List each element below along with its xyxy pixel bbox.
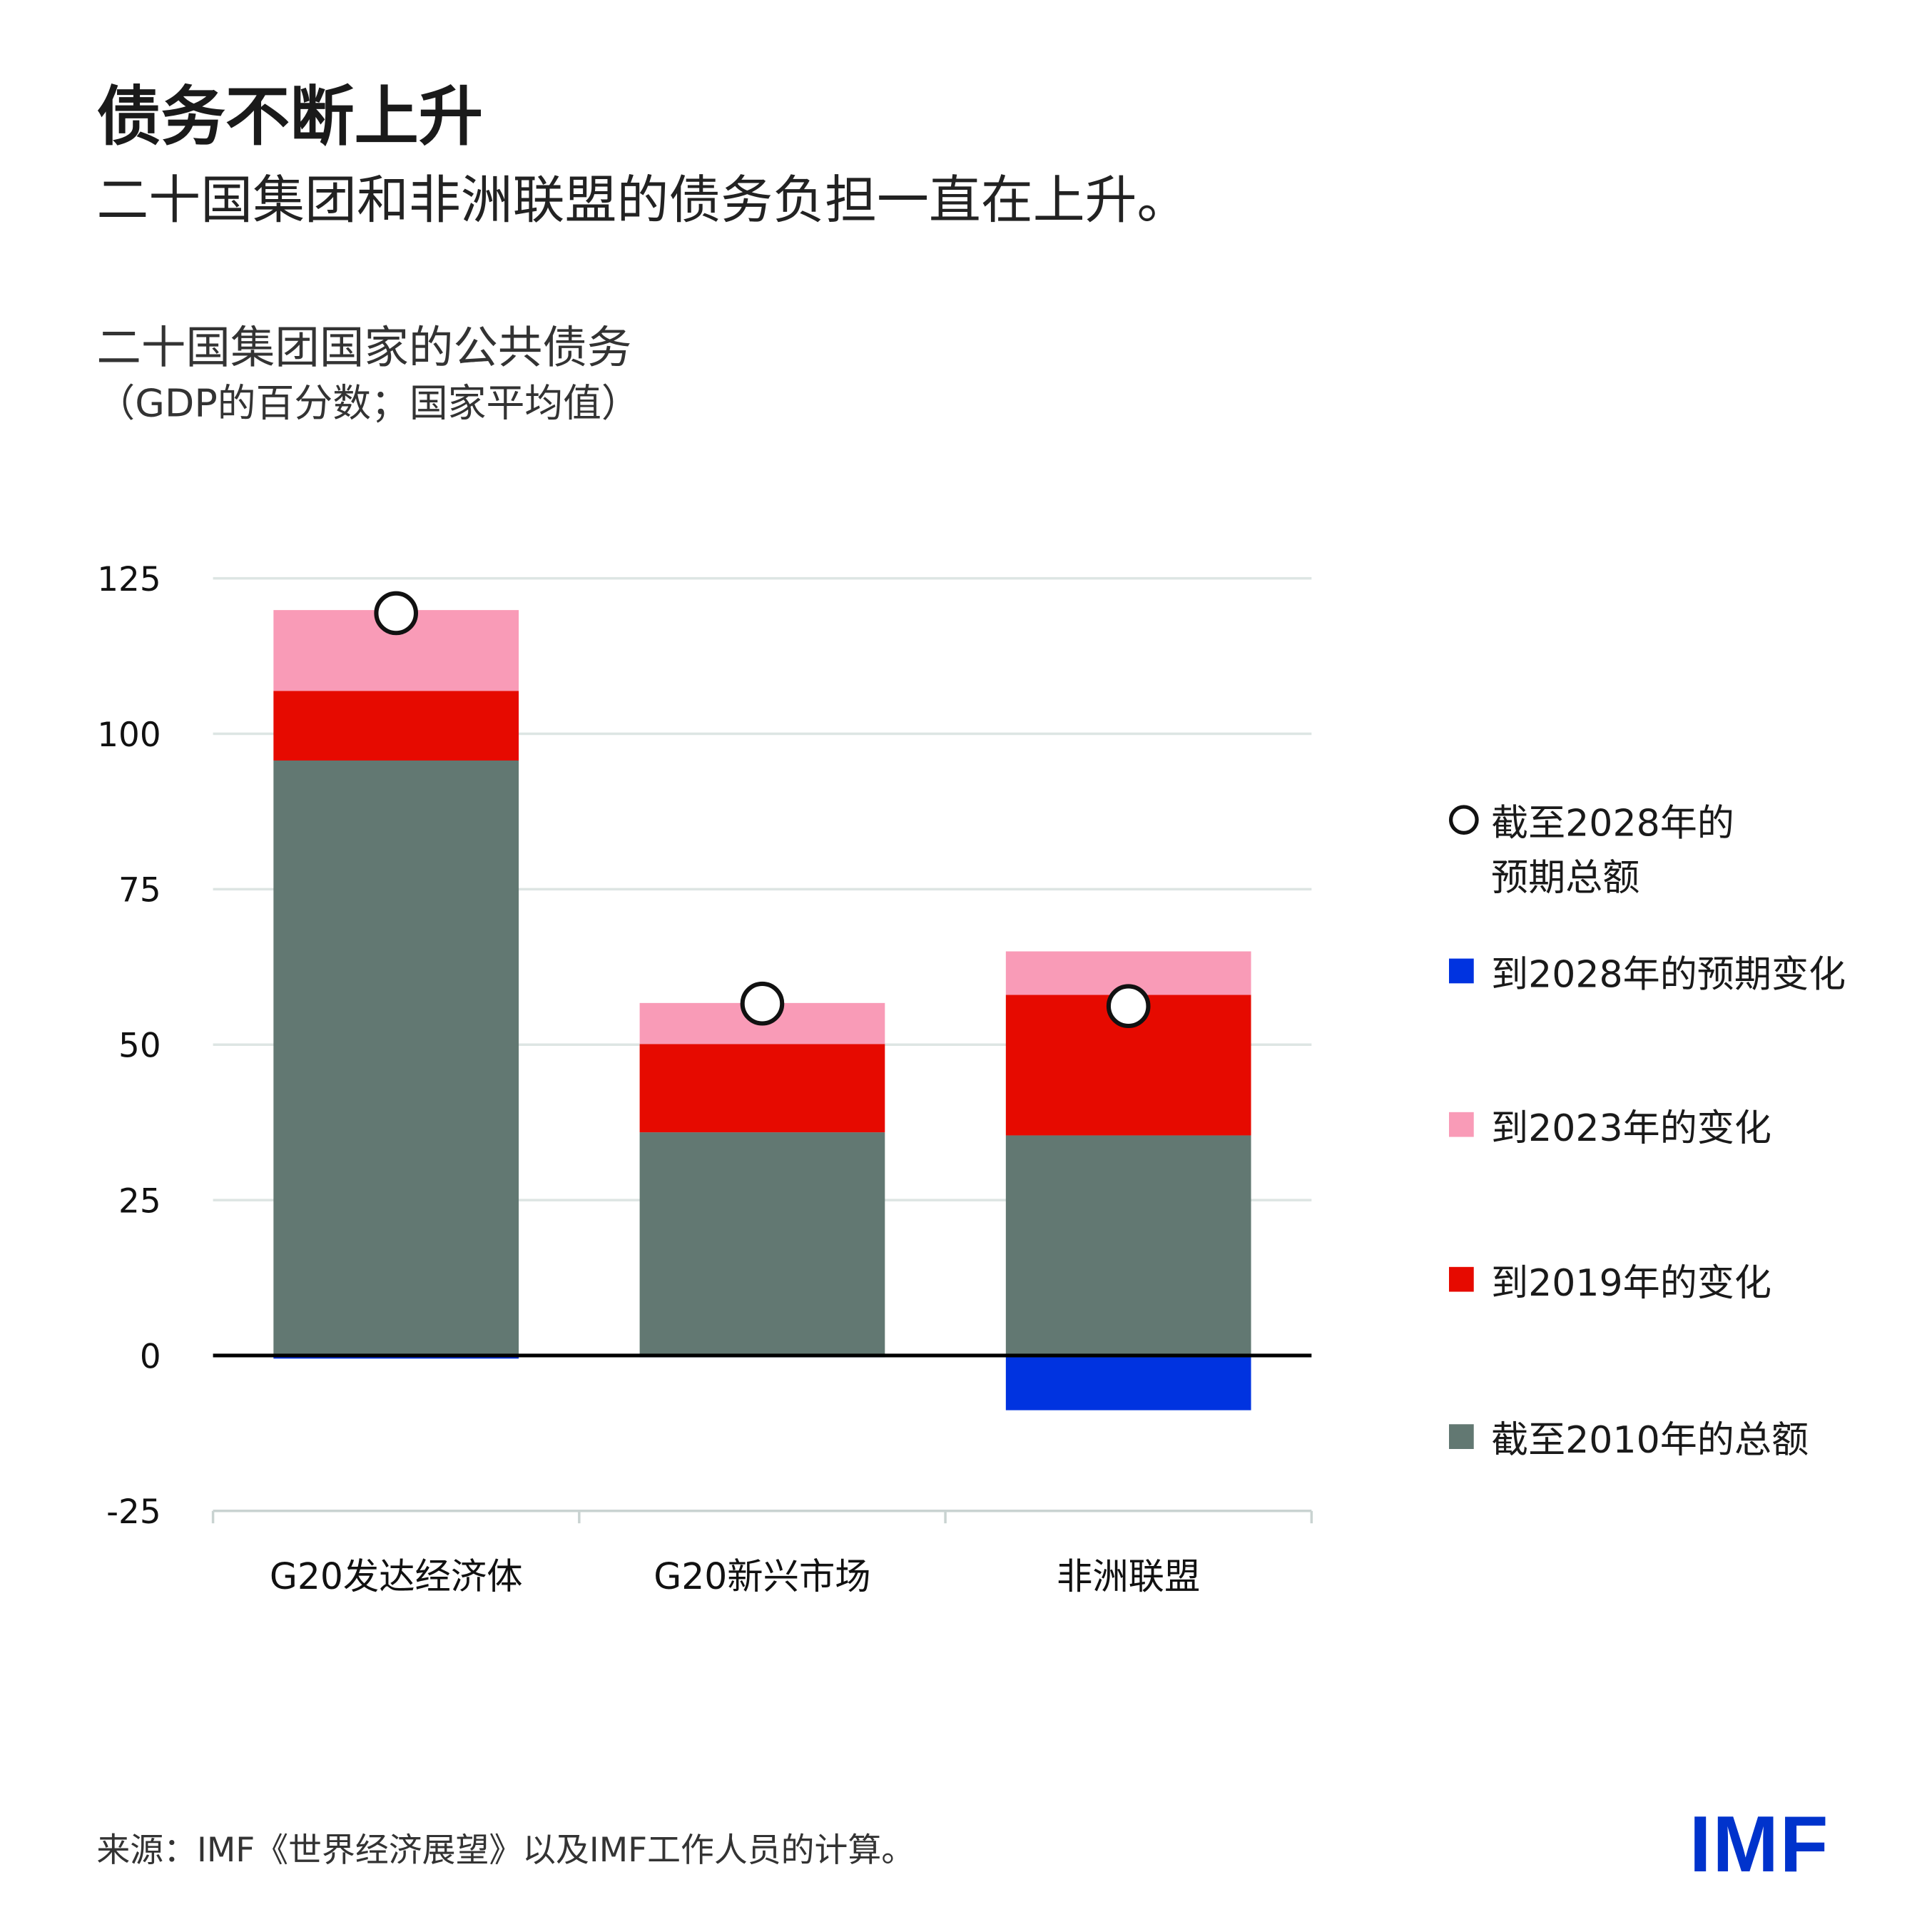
- legend-label: 截至2010年的总额: [1491, 1419, 1809, 1463]
- y-tick-label: 50: [118, 1027, 161, 1066]
- legend-swatch: [1449, 1266, 1474, 1292]
- legend-swatch: [1449, 1424, 1474, 1450]
- legend-item-projected-total: 截至2028年的 预期总额: [1449, 793, 1734, 902]
- x-category-label: 非洲联盟: [1057, 1555, 1200, 1597]
- x-category-label: G20发达经济体: [270, 1555, 523, 1597]
- bar-segment: [273, 691, 519, 761]
- bar-segment: [639, 1044, 885, 1133]
- open-circle-icon: [1449, 805, 1479, 835]
- chart-title: 二十国集团国家的公共债务: [96, 323, 632, 375]
- page-subtitle: 二十国集团和非洲联盟的债务负担一直在上升。: [96, 169, 1189, 230]
- bar-segment: [273, 760, 519, 1356]
- projected-total-marker: [1106, 984, 1151, 1029]
- y-tick-label: 75: [118, 872, 161, 910]
- legend-label: 截至2028年的 预期总额: [1491, 802, 1734, 900]
- legend-label: 到2023年的变化: [1491, 1107, 1771, 1151]
- page-title: 债务不断上升: [96, 80, 484, 155]
- legend-item-2019-change: 到2019年的变化: [1449, 1252, 1771, 1306]
- imf-logo: IMF: [1689, 1799, 1830, 1889]
- legend-label: 到2028年的预期变化: [1491, 953, 1846, 997]
- legend-swatch: [1449, 958, 1474, 984]
- legend-swatch: [1449, 1112, 1474, 1137]
- y-tick-label: -25: [106, 1493, 161, 1532]
- y-tick-label: 25: [118, 1182, 161, 1221]
- legend-label: 到2019年的变化: [1491, 1261, 1771, 1306]
- legend-item-2010-total: 截至2010年的总额: [1449, 1409, 1809, 1463]
- y-tick-label: 0: [140, 1338, 161, 1376]
- chart-unit: （GDP的百分数；国家平均值）: [96, 381, 640, 427]
- bar-segment: [1005, 1135, 1251, 1356]
- projected-total-marker: [740, 981, 785, 1026]
- source-note: 来源：IMF《世界经济展望》以及IMF工作人员的计算。: [96, 1831, 915, 1871]
- y-tick-label: 125: [97, 561, 161, 599]
- projected-total-marker: [374, 591, 419, 636]
- legend-item-2023-change: 到2023年的变化: [1449, 1097, 1771, 1151]
- y-tick-label: 100: [97, 716, 161, 755]
- bar-segment: [1005, 1355, 1251, 1410]
- bar-segment: [639, 1132, 885, 1356]
- x-category-label: G20新兴市场: [654, 1555, 870, 1597]
- legend-item-2028-change: 到2028年的预期变化: [1449, 944, 1846, 998]
